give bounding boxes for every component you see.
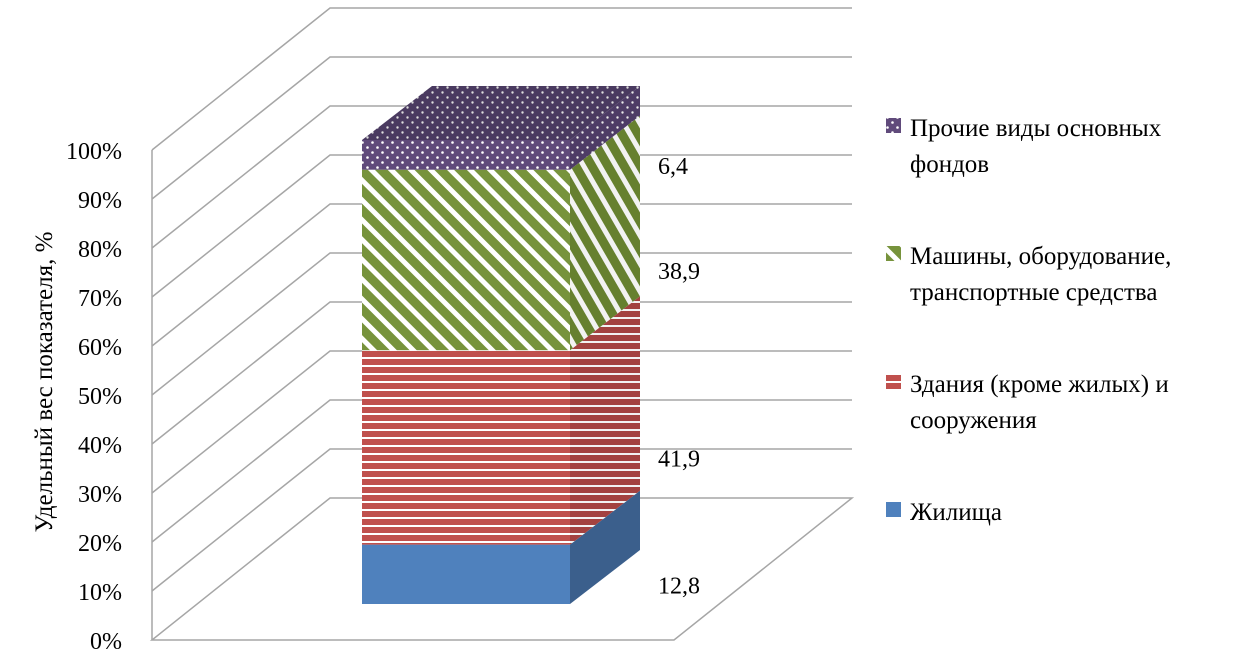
segment-3-side [570, 115, 640, 351]
legend-swatch [886, 502, 901, 517]
gridline [151, 350, 852, 494]
y-tick-label: 10% [78, 580, 122, 606]
data-label: 12,8 [658, 573, 700, 599]
y-tick-label: 100% [66, 139, 122, 165]
y-axis-label: Удельный вес показателя, % [31, 232, 58, 533]
legend-label: Машины, оборудование, [910, 243, 1171, 270]
legend-swatch [886, 118, 901, 133]
data-label: 6,4 [658, 154, 688, 180]
y-tick-label: 0% [90, 629, 122, 653]
gridline [151, 203, 852, 347]
segment-4-side [570, 86, 640, 170]
y-tick-label: 60% [78, 335, 122, 361]
gridline [151, 7, 852, 151]
legend-item: Здания (кроме жилых) и сооружения [886, 371, 1169, 434]
y-tick-label: 20% [78, 531, 122, 557]
segment-2-front [362, 350, 570, 545]
legend: Прочие виды основных фондов Машины, оборуд… [886, 115, 1171, 526]
data-label: 38,9 [658, 259, 700, 285]
legend-label: транспортные средства [910, 279, 1157, 306]
gridline [151, 399, 852, 543]
legend-item: Машины, оборудование, транспортные средст… [886, 243, 1171, 306]
data-labels: 12,8 41,9 38,9 6,4 [658, 154, 700, 599]
gridline [151, 252, 852, 396]
legend-item: Прочие виды основных фондов [886, 115, 1162, 178]
floor-plane [149, 497, 855, 641]
data-label: 41,9 [658, 446, 700, 472]
legend-label: Прочие виды основных [910, 115, 1162, 142]
legend-label: сооружения [910, 407, 1037, 434]
y-axis-ticks: 0% 10% 20% 30% 40% 50% 60% 70% 80% 90% 100% [66, 139, 122, 655]
y-tick-label: 80% [78, 237, 122, 263]
legend-label: Жилища [910, 499, 1002, 526]
legend-swatch [886, 246, 901, 261]
gridline [151, 56, 852, 200]
bar-stack [362, 86, 640, 604]
legend-label: Здания (кроме жилых) и [910, 371, 1169, 398]
gridline [151, 448, 852, 592]
segment-2-side [570, 296, 640, 545]
gridline [151, 301, 852, 445]
segment-4-front [362, 140, 570, 170]
segment-4-top [362, 86, 640, 140]
legend-swatch [886, 374, 901, 389]
segment-1-side [570, 490, 640, 604]
gridlines [149, 7, 855, 641]
legend-item: Жилища [886, 499, 1002, 526]
y-tick-label: 90% [78, 188, 122, 214]
y-tick-label: 50% [78, 384, 122, 410]
gridline [151, 105, 852, 249]
gridline [151, 154, 852, 298]
y-tick-label: 40% [78, 433, 122, 459]
segment-1-front [362, 544, 570, 604]
y-tick-label: 30% [78, 482, 122, 508]
legend-label: фондов [910, 151, 989, 178]
segment-3-front [362, 169, 570, 351]
y-tick-label: 70% [78, 286, 122, 312]
